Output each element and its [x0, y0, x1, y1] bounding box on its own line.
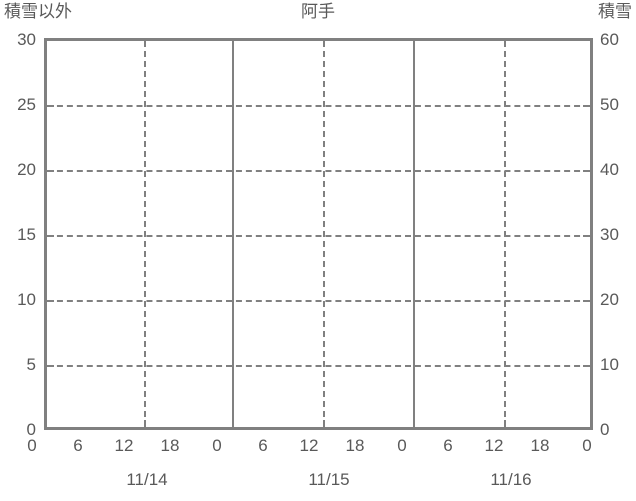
plot-area — [44, 38, 593, 430]
x-tick-hour-3: 18 — [160, 436, 180, 455]
x-date-label-1115: 11/15 — [308, 470, 350, 489]
gridline-v-1114-12h — [144, 41, 146, 427]
x-date-label-1116: 11/16 — [490, 470, 532, 489]
right-axis-tick-50: 50 — [600, 95, 619, 114]
x-tick-hour-12: 0 — [582, 436, 592, 455]
left-axis-title: 積雪以外 — [4, 2, 72, 21]
x-tick-hour-2: 12 — [114, 436, 134, 455]
gridline-v-1115-00h — [232, 41, 234, 427]
tick-left-25 — [47, 105, 54, 107]
left-axis-tick-30: 30 — [17, 30, 36, 49]
tick-right-10 — [583, 365, 590, 367]
tick-right-50 — [583, 105, 590, 107]
right-axis-tick-40: 40 — [600, 160, 619, 179]
right-axis-tick-0: 0 — [600, 420, 610, 439]
gridline-h-10 — [47, 300, 590, 302]
tick-bottom-1115-12h — [323, 420, 325, 427]
left-axis-tick-25: 25 — [17, 95, 36, 114]
gridline-h-15 — [47, 235, 590, 237]
tick-left-15 — [47, 235, 54, 237]
right-axis-tick-10: 10 — [600, 355, 619, 374]
tick-right-30 — [583, 235, 590, 237]
x-tick-hour-5: 6 — [258, 436, 268, 455]
gridline-h-25 — [47, 105, 590, 107]
x-tick-hour-10: 12 — [484, 436, 504, 455]
x-tick-hour-1: 6 — [73, 436, 83, 455]
left-axis-tick-20: 20 — [17, 160, 36, 179]
tick-left-20 — [47, 170, 54, 172]
left-axis-tick-15: 15 — [17, 225, 36, 244]
gridline-h-20 — [47, 170, 590, 172]
gridline-h-5 — [47, 365, 590, 367]
left-axis-tick-10: 10 — [17, 290, 36, 309]
right-axis-tick-30: 30 — [600, 225, 619, 244]
right-axis-tick-20: 20 — [600, 290, 619, 309]
tick-left-10 — [47, 300, 54, 302]
tick-bottom-1116-12h — [504, 420, 506, 427]
chart-title: 阿手 — [301, 2, 335, 21]
tick-left-5 — [47, 365, 54, 367]
gridline-v-1115-12h — [323, 41, 325, 427]
tick-right-40 — [583, 170, 590, 172]
right-axis-title: 積雪 — [598, 2, 632, 21]
tick-right-20 — [583, 300, 590, 302]
left-axis-tick-0: 0 — [26, 420, 36, 439]
x-tick-hour-7: 18 — [345, 436, 365, 455]
x-tick-hour-9: 6 — [443, 436, 453, 455]
tick-bottom-1115-00h — [232, 420, 234, 427]
x-date-label-1114: 11/14 — [126, 470, 168, 489]
plot-grid — [47, 41, 590, 427]
left-axis-tick-5: 5 — [26, 355, 36, 374]
tick-bottom-1114-12h — [144, 420, 146, 427]
x-tick-hour-11: 18 — [530, 436, 550, 455]
x-tick-hour-0: 0 — [27, 436, 37, 455]
x-tick-hour-4: 0 — [212, 436, 222, 455]
x-tick-hour-6: 12 — [299, 436, 319, 455]
gridline-v-1116-00h — [413, 41, 415, 427]
tick-bottom-1116-00h — [413, 420, 415, 427]
x-tick-hour-8: 0 — [397, 436, 407, 455]
right-axis-tick-60: 60 — [600, 30, 619, 49]
gridline-v-1116-12h — [504, 41, 506, 427]
